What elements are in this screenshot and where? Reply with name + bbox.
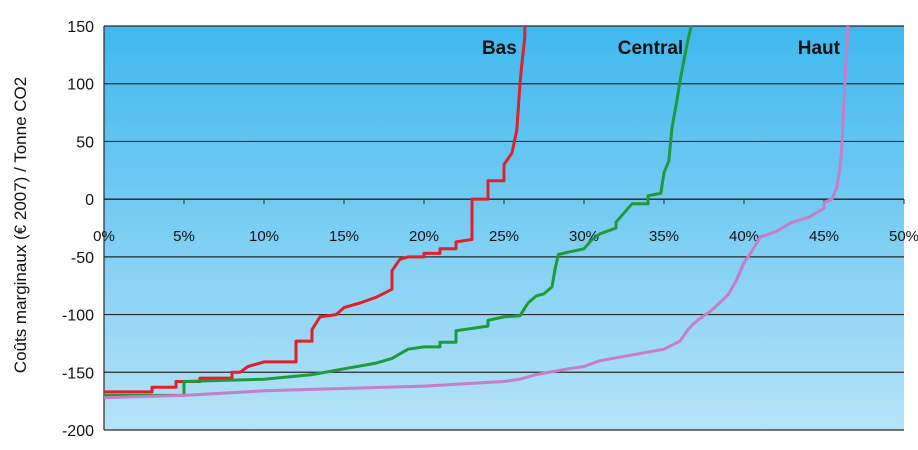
plot-background: [104, 26, 904, 430]
x-tick-label: 35%: [649, 228, 679, 245]
x-tick-label: 10%: [249, 228, 279, 245]
y-tick-label: 0: [85, 192, 94, 209]
x-tick-label: 45%: [809, 228, 839, 245]
series-label: Bas: [482, 38, 517, 59]
series-line: [103, 25, 850, 400]
series-label: Central: [618, 38, 683, 59]
x-tick-label: 5%: [173, 228, 195, 245]
x-tick-label: 0%: [93, 228, 115, 245]
x-tick-label: 50%: [889, 228, 918, 245]
series-label: Haut: [798, 38, 841, 59]
y-tick-label: -50: [71, 250, 94, 267]
y-tick-label: -150: [62, 365, 94, 382]
x-tick-label: 20%: [409, 228, 439, 245]
x-tick-label: 15%: [329, 228, 359, 245]
y-tick-label: 150: [67, 19, 94, 36]
series-line: [104, 26, 527, 394]
y-tick-label: -200: [62, 423, 94, 440]
y-tick-label: 50: [76, 134, 94, 151]
y-tick-label: -100: [62, 308, 94, 325]
y-tick-label: 100: [67, 77, 94, 94]
series-line: [104, 25, 693, 397]
x-tick-label: 40%: [729, 228, 759, 245]
x-tick-label: 25%: [489, 228, 519, 245]
